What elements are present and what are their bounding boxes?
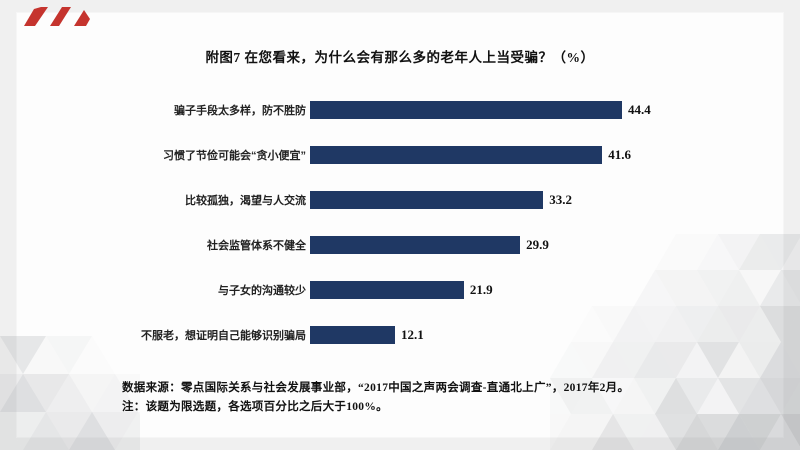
bar-row: 不服老，想证明自己能够识别骗局 12.1 (16, 312, 784, 357)
bar (310, 280, 464, 299)
bar-track: 41.6 (310, 145, 784, 164)
chart-title: 附图7 在您看来，为什么会有那么多的老年人上当受骗？（%） (205, 50, 595, 65)
bar-value-label: 41.6 (608, 146, 632, 162)
source-note: 数据来源：零点国际关系与社会发展事业部，“2017中国之声两会调查-直通北上广”… (122, 382, 630, 394)
bar-category-label: 不服老，想证明自己能够识别骗局 (141, 329, 306, 342)
red-accent-logo-icon (24, 7, 90, 26)
bar (310, 190, 544, 209)
bar (310, 235, 521, 254)
slide-card (16, 12, 784, 438)
bar-track: 12.1 (310, 325, 784, 344)
bar-category-label: 与子女的沟通较少 (218, 284, 306, 297)
bar-category-label: 骗子手段太多样，防不胜防 (174, 104, 306, 117)
bar (310, 145, 603, 164)
bar-value-label: 44.4 (628, 101, 651, 117)
bar-row: 比较孤独，渴望与人交流 33.2 (16, 177, 784, 222)
bar-category-label: 社会监管体系不健全 (207, 239, 306, 252)
bar-value-label: 21.9 (469, 281, 493, 297)
bar-track: 29.9 (310, 235, 784, 254)
bar-track: 33.2 (310, 190, 784, 209)
method-note: 注：该题为限选题，各选项百分比之后大于100%。 (122, 401, 388, 413)
bar-row: 骗子手段太多样，防不胜防 44.4 (16, 87, 784, 132)
bar-row: 习惯了节俭可能会“贪小便宜” 41.6 (16, 132, 784, 177)
bar (310, 100, 622, 119)
bar-category-label: 习惯了节俭可能会“贪小便宜” (163, 149, 306, 162)
bar-track: 44.4 (310, 100, 784, 119)
bar-category-label: 比较孤独，渴望与人交流 (185, 194, 306, 207)
bar-value-label: 33.2 (549, 191, 573, 207)
bar-value-label: 12.1 (401, 326, 424, 342)
footer-notes: 数据来源：零点国际关系与社会发展事业部，“2017中国之声两会调查-直通北上广”… (122, 379, 760, 417)
bar-value-label: 29.9 (526, 236, 549, 252)
bar-chart: 骗子手段太多样，防不胜防 44.4 习惯了节俭可能会“贪小便宜” 41.6 比较孤独，渴… (16, 87, 784, 357)
bar (310, 325, 395, 344)
bar-track: 21.9 (310, 280, 784, 299)
bar-row: 社会监管体系不健全 29.9 (16, 222, 784, 267)
bar-row: 与子女的沟通较少 21.9 (16, 267, 784, 312)
